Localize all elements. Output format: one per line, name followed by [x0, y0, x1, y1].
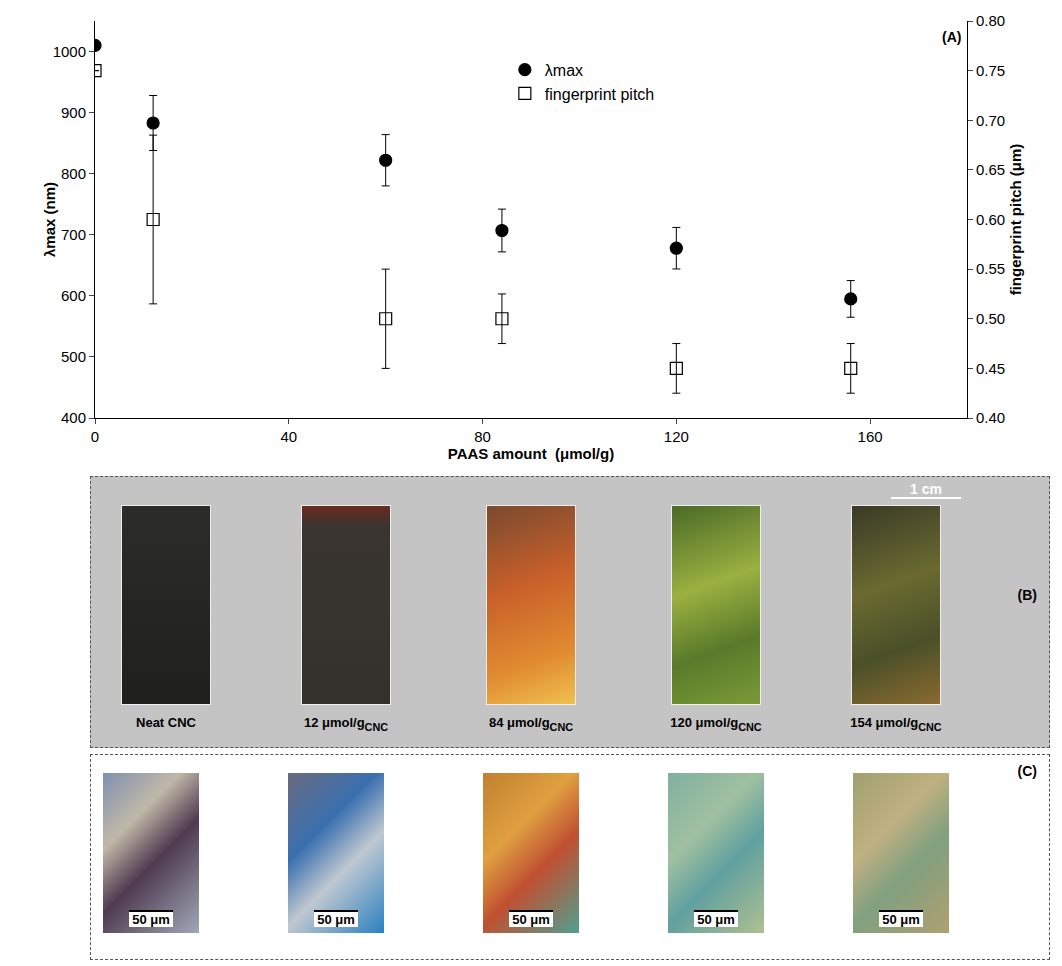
svg-text:fingerprint pitch: fingerprint pitch: [545, 86, 654, 103]
svg-text:80: 80: [474, 428, 491, 445]
html-text:50 μm: 50 μm: [697, 912, 735, 927]
html-text:1 cm: 1 cm: [910, 481, 942, 497]
svg-text:0.45: 0.45: [976, 360, 1005, 377]
svg-text:0.80: 0.80: [976, 12, 1005, 29]
svg-text:PAAS amount (μmol/g): PAAS amount (μmol/g): [448, 445, 614, 462]
svg-text:0: 0: [91, 428, 99, 445]
svg-text:800: 800: [61, 165, 86, 182]
html-text:(C): (C): [1017, 763, 1037, 779]
svg-text:0.40: 0.40: [976, 409, 1005, 426]
svg-text:40: 40: [280, 428, 297, 445]
html-text:Neat CNC: Neat CNC: [136, 715, 196, 730]
svg-text:1000: 1000: [53, 43, 86, 60]
svg-text:0.55: 0.55: [976, 260, 1005, 277]
html-text:84 μmol/gCNC: 84 μmol/gCNC: [488, 715, 574, 733]
svg-text:λmax: λmax: [545, 62, 583, 79]
svg-text:0.60: 0.60: [976, 211, 1005, 228]
html-text:12 μmol/gCNC: 12 μmol/gCNC: [303, 715, 389, 733]
svg-text:900: 900: [61, 104, 86, 121]
svg-text:0.75: 0.75: [976, 62, 1005, 79]
svg-text:160: 160: [858, 428, 883, 445]
html-text:50 μm: 50 μm: [882, 912, 920, 927]
svg-text:500: 500: [61, 348, 86, 365]
svg-text:fingerprint pitch (μm): fingerprint pitch (μm): [1007, 144, 1024, 296]
html-text:50 μm: 50 μm: [317, 912, 355, 927]
svg-text:0.65: 0.65: [976, 161, 1005, 178]
html-text:154 μmol/gCNC: 154 μmol/gCNC: [850, 715, 942, 733]
svg-text:0.50: 0.50: [976, 310, 1005, 327]
html-text:120 μmol/gCNC: 120 μmol/gCNC: [670, 715, 762, 733]
html-text:50 μm: 50 μm: [132, 912, 170, 927]
svg-text:0.70: 0.70: [976, 112, 1005, 129]
svg-text:400: 400: [61, 409, 86, 426]
svg-text:λmax (nm): λmax (nm): [41, 182, 58, 257]
html-text:50 μm: 50 μm: [512, 912, 550, 927]
svg-text:120: 120: [664, 428, 689, 445]
html-text:(B): (B): [1017, 587, 1037, 603]
svg-text:600: 600: [61, 287, 86, 304]
svg-text:(A): (A): [942, 29, 961, 45]
svg-text:700: 700: [61, 226, 86, 243]
